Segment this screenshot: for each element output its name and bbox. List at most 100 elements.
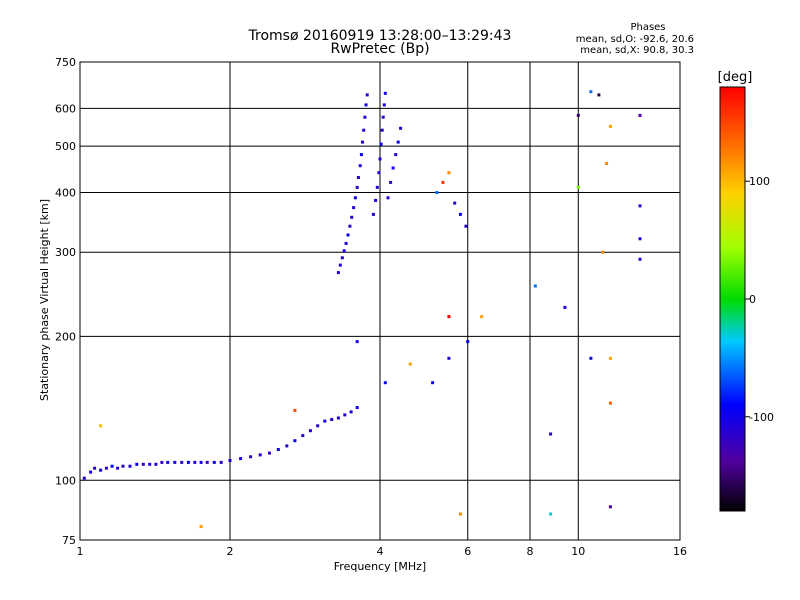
data-point xyxy=(348,224,352,228)
data-point xyxy=(362,128,366,132)
data-point xyxy=(480,315,484,319)
axis-ticks: 1 2 4 6 8 10 16 75 100 200 300 400 500 600 750 xyxy=(55,56,687,558)
data-point xyxy=(638,237,642,241)
data-point xyxy=(99,424,103,428)
data-point xyxy=(336,416,340,420)
data-point xyxy=(441,180,445,184)
data-point xyxy=(340,256,344,260)
data-point xyxy=(638,113,642,117)
data-point xyxy=(383,381,387,385)
y-axis-label: Stationary phase Virtual Height [km] xyxy=(38,199,51,401)
data-point xyxy=(330,418,334,421)
data-point xyxy=(408,362,412,366)
data-point xyxy=(128,464,132,468)
colorbar-label: [deg] xyxy=(718,70,753,85)
data-point xyxy=(608,505,612,509)
data-point xyxy=(355,185,359,189)
data-point xyxy=(375,185,379,189)
x-tick-label: 8 xyxy=(527,545,534,558)
data-point xyxy=(349,410,353,414)
data-point xyxy=(135,462,139,466)
data-point xyxy=(193,460,197,464)
data-point xyxy=(361,140,364,144)
data-point xyxy=(453,201,457,205)
data-point xyxy=(533,284,537,288)
data-point xyxy=(199,525,203,529)
data-point xyxy=(576,185,580,189)
data-point xyxy=(180,460,184,464)
legend-heading: Phases xyxy=(630,22,665,33)
data-point xyxy=(239,457,243,461)
data-point xyxy=(431,381,435,385)
data-point xyxy=(352,206,356,210)
data-point xyxy=(293,439,297,443)
y-tick-label: 200 xyxy=(55,330,76,343)
data-point xyxy=(386,196,390,200)
data-point xyxy=(148,462,152,466)
data-point xyxy=(293,408,297,412)
data-point xyxy=(104,466,108,470)
colorbar-tick-label: 100 xyxy=(749,175,770,188)
data-point xyxy=(141,462,145,466)
data-point xyxy=(380,128,384,132)
legend-line-x: mean, sd,X: 90.8, 30.3 xyxy=(580,45,694,56)
y-tick-label: 300 xyxy=(55,246,76,259)
data-point xyxy=(356,176,360,179)
data-point xyxy=(374,198,378,202)
data-point xyxy=(336,271,340,275)
data-point xyxy=(268,451,271,455)
data-point xyxy=(391,166,395,170)
data-point xyxy=(458,212,462,216)
data-point xyxy=(576,113,580,117)
data-point xyxy=(228,459,232,462)
data-point xyxy=(364,103,368,107)
data-point xyxy=(608,401,612,405)
x-tick-label: 6 xyxy=(464,545,471,558)
data-point xyxy=(323,419,327,423)
data-point xyxy=(350,215,354,219)
data-point xyxy=(381,115,385,119)
data-point xyxy=(464,224,468,228)
data-point xyxy=(549,512,553,516)
data-point xyxy=(212,460,216,464)
data-point xyxy=(89,470,93,474)
data-point xyxy=(308,429,312,433)
data-point xyxy=(301,434,305,438)
data-point xyxy=(258,453,262,457)
data-point xyxy=(121,464,125,468)
data-point xyxy=(205,460,209,464)
data-point xyxy=(608,124,612,128)
data-point xyxy=(99,468,103,472)
data-point xyxy=(383,91,387,95)
data-point xyxy=(447,315,451,319)
data-point xyxy=(435,191,439,194)
data-point xyxy=(605,162,609,165)
grid xyxy=(80,62,680,540)
x-tick-label: 2 xyxy=(227,545,234,558)
data-point xyxy=(116,466,120,470)
y-tick-label: 75 xyxy=(62,534,76,547)
data-point xyxy=(638,257,642,261)
x-tick-label: 10 xyxy=(571,545,585,558)
chart-title: Tromsø 20160919 13:28:00–13:29:43 xyxy=(248,28,512,44)
data-point xyxy=(399,126,403,130)
data-point xyxy=(173,460,177,464)
data-point xyxy=(549,432,553,436)
data-point xyxy=(316,424,320,428)
data-point xyxy=(466,340,470,344)
y-tick-label: 600 xyxy=(55,102,76,115)
data-point xyxy=(93,466,97,470)
data-point xyxy=(447,171,451,175)
data-points xyxy=(82,90,642,529)
data-point xyxy=(276,448,280,451)
data-point xyxy=(458,512,462,516)
data-point xyxy=(355,406,359,409)
x-axis-label: Frequency [MHz] xyxy=(334,560,426,573)
data-point xyxy=(186,460,190,464)
data-point xyxy=(447,356,451,360)
data-point xyxy=(82,476,86,480)
data-point xyxy=(110,464,114,468)
data-point xyxy=(389,180,393,184)
data-point xyxy=(249,455,253,459)
